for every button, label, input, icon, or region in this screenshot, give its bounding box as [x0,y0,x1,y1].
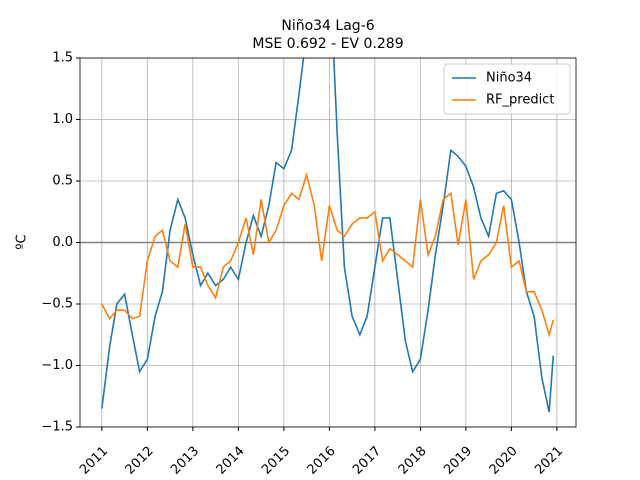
x-tick-label: 2017 [350,444,384,478]
plot-frame [79,57,577,428]
series-line [101,58,555,413]
legend-label: RF_predict [486,93,554,108]
x-tick-label: 2016 [305,444,339,478]
y-tick-label: 1.0 [52,112,73,127]
x-tick-label: 2021 [532,444,566,478]
plot-area [80,58,576,413]
y-axis-label: ºC [15,234,30,249]
x-tick-label: 2011 [77,444,111,478]
y-tick-label: −1.0 [41,358,73,373]
x-tick-label: 2014 [214,444,248,478]
legend-label: Niño34 [486,71,532,86]
x-tick-label: 2012 [123,444,157,478]
x-tick-label: 2015 [259,444,293,478]
y-tick-label: −0.5 [41,297,73,312]
chart-title: Niño34 Lag-6 [281,18,374,34]
x-tick-label: 2019 [441,444,475,478]
x-tick-label: 2018 [396,444,430,478]
chart-subtitle: MSE 0.692 - EV 0.289 [252,36,403,52]
y-tick-label: 0.5 [52,174,73,189]
x-tick-label: 2013 [168,444,202,478]
series-line [101,171,555,338]
y-tick-label: 0.0 [52,235,73,250]
legend-box [443,63,571,115]
x-tick-label: 2020 [487,444,521,478]
y-tick-label: −1.5 [41,420,73,435]
y-tick-label: 1.5 [52,51,73,66]
